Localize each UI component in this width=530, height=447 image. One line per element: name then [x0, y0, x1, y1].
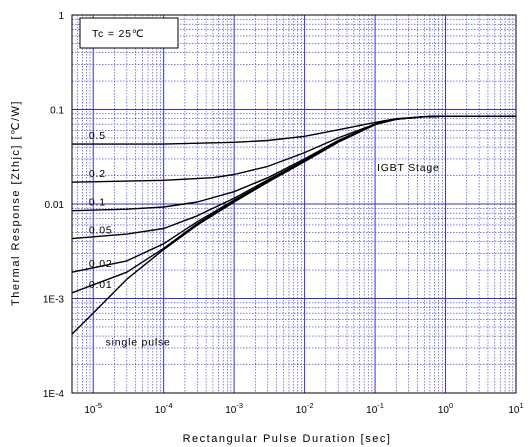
curve-label: 0.05: [89, 225, 113, 237]
curve-label: 0.01: [89, 279, 113, 291]
x-tick-labels: 10-5 10-4 10-3 10-2 10-1 100 101: [84, 401, 523, 416]
plot-frame: [71, 14, 517, 394]
stage-annotation: IGBT Stage: [377, 162, 440, 174]
curve-0.02: [71, 115, 516, 273]
y-tick-label: 1E-3: [43, 295, 65, 306]
x-tick-label: 10-3: [225, 401, 243, 416]
x-tick-label: 10-4: [155, 401, 173, 416]
curve-label: 0.2: [89, 168, 106, 180]
curve-0.05: [71, 115, 516, 240]
y-tick-labels: 1 0.1 0.01 1E-3 1E-4: [43, 11, 65, 400]
x-tick-label: 10-2: [296, 401, 314, 416]
curve-label: single pulse: [106, 336, 171, 348]
curve-0.2: [71, 115, 516, 183]
x-tick-label: 101: [508, 401, 523, 416]
curve-labels: 0.5 0.2 0.1 0.05 0.02 0.01 single pulse: [89, 130, 171, 348]
curves: [71, 115, 516, 335]
y-tick-label: 0.1: [50, 106, 64, 117]
y-tick-label: 0.01: [45, 200, 65, 211]
x-tick-label: 10-1: [366, 401, 384, 416]
x-tick-label: 10-5: [84, 401, 102, 416]
curve-label: 0.5: [89, 130, 106, 142]
x-axis-label: Rectangular Pulse Duration [sec]: [183, 433, 392, 445]
x-tick-label: 100: [438, 401, 453, 416]
y-tick-label: 1E-4: [43, 389, 65, 400]
curve-label: 0.02: [89, 258, 113, 270]
y-axis-label: Thermal Response [Zthjc] [℃/W]: [10, 100, 22, 306]
curve-label: 0.1: [89, 197, 106, 209]
condition-annotation: Tc = 25℃: [92, 28, 144, 40]
condition-box: [79, 17, 179, 49]
major-grid: [72, 14, 517, 394]
curve-single-pulse: [71, 115, 516, 335]
y-tick-label: 1: [58, 11, 64, 22]
curve-0.5: [72, 115, 516, 145]
